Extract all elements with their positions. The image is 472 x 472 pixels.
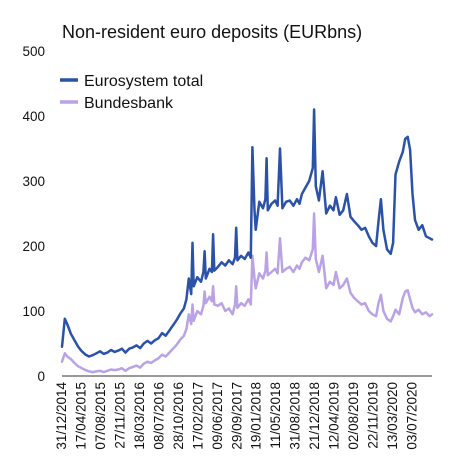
x-tick-label: 12/04/2019	[327, 382, 342, 450]
series-line-eurosystem-total	[60, 108, 434, 358]
x-tick-label: 11/05/2018	[268, 382, 283, 449]
x-tick-label: 29/09/2017	[229, 382, 244, 450]
y-axis: 0 100 200 300 400 500	[22, 44, 45, 384]
series-layer	[60, 108, 434, 374]
x-axis: 31/12/2014 17/04/2015 07/08/2015 27/11/2015…	[54, 382, 420, 450]
x-tick-label: 07/08/2015	[93, 382, 108, 450]
x-tick-label: 03/07/2020	[405, 382, 420, 450]
x-tick-label: 27/11/2015	[112, 382, 127, 449]
y-tick-label: 300	[22, 174, 45, 189]
x-tick-label: 13/03/2020	[385, 382, 400, 450]
y-tick-label: 400	[22, 109, 45, 124]
x-tick-label: 31/12/2014	[54, 382, 69, 450]
x-tick-label: 02/08/2019	[346, 382, 361, 450]
x-tick-label: 08/07/2016	[151, 382, 166, 450]
x-tick-label: 28/10/2016	[171, 382, 186, 450]
legend-label: Eurosystem total	[84, 73, 203, 90]
x-tick-label: 09/06/2017	[210, 382, 225, 450]
y-tick-label: 500	[22, 44, 45, 59]
y-tick-label: 200	[22, 239, 45, 254]
legend: Eurosystem total Bundesbank	[60, 73, 203, 112]
x-tick-label: 22/11/2019	[366, 382, 381, 449]
x-tick-label: 17/02/2017	[190, 382, 205, 450]
x-tick-label: 17/04/2015	[73, 382, 88, 450]
chart-title: Non-resident euro deposits (EURbns)	[62, 22, 363, 42]
x-tick-label: 19/01/2018	[249, 382, 264, 450]
x-tick-label: 31/08/2018	[288, 382, 303, 450]
legend-label: Bundesbank	[84, 95, 174, 112]
y-tick-label: 100	[22, 304, 45, 319]
series-line-bundesbank	[60, 212, 434, 374]
y-tick-label: 0	[37, 369, 45, 384]
x-tick-label: 18/03/2016	[132, 382, 147, 450]
x-tick-label: 21/12/2018	[307, 382, 322, 450]
